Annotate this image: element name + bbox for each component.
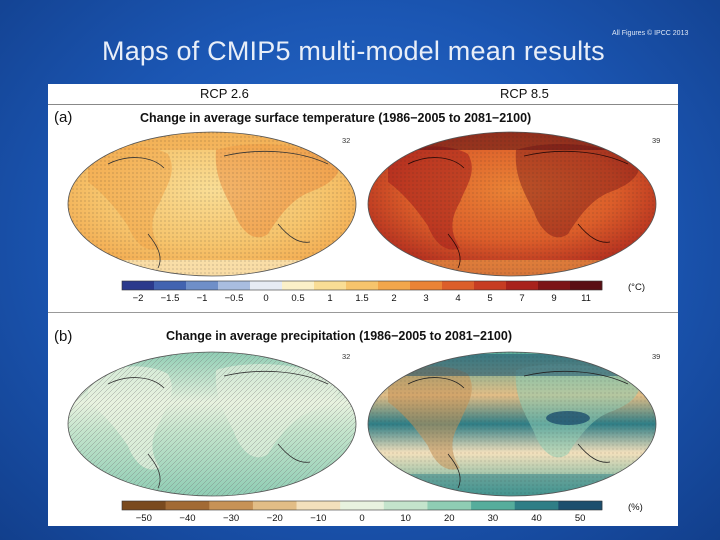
- precipitation-colorbar-tick: 0: [359, 513, 365, 524]
- temperature-colorbar-swatch: [570, 281, 603, 290]
- map-b-rcp26: [68, 352, 356, 496]
- precipitation-colorbar-tick: −20: [266, 513, 283, 524]
- temperature-colorbar-swatch: [442, 281, 475, 290]
- map-a-rcp85: [368, 132, 656, 276]
- temperature-colorbar-swatch: [250, 281, 283, 290]
- precipitation-colorbar-tick: 20: [443, 513, 455, 524]
- panel-b-letter: (b): [54, 328, 73, 345]
- temperature-colorbar-swatch: [346, 281, 379, 290]
- precipitation-colorbar-border: [121, 500, 603, 511]
- colorbar-temperature: [121, 280, 603, 291]
- colorbar-precipitation: [121, 500, 603, 511]
- precipitation-colorbar-swatch: [383, 501, 428, 510]
- map-b-rcp85: [368, 352, 656, 496]
- map-canvas: [67, 131, 657, 511]
- temperature-colorbar-swatch: [538, 281, 571, 290]
- slide-title: Maps of CMIP5 multi-model mean results: [102, 36, 605, 66]
- temperature-colorbar-tick: 0.5: [291, 293, 305, 304]
- precipitation-colorbar-swatch: [558, 501, 603, 510]
- copyright-credit: All Figures © IPCC 2013: [612, 30, 689, 37]
- scenario-header: RCP 2.6 RCP 8.5: [48, 84, 678, 105]
- panel-b-unit: (%): [628, 502, 643, 513]
- panel-a-title: Change in average surface temperature (1…: [140, 111, 532, 125]
- panel-b-model-count-rcp85: 39: [652, 352, 661, 361]
- panel-divider: [48, 312, 678, 313]
- temperature-colorbar-tick: 9: [551, 293, 557, 304]
- temperature-colorbar-swatch: [154, 281, 187, 290]
- temperature-colorbar-tick: 3: [423, 293, 429, 304]
- panel-a-unit: (°C): [628, 282, 645, 293]
- temperature-colorbar-swatch: [186, 281, 219, 290]
- temperature-colorbar-swatch: [378, 281, 411, 290]
- scenario-rcp85: RCP 8.5: [500, 86, 549, 101]
- precipitation-colorbar-swatch: [165, 501, 210, 510]
- precipitation-colorbar-tick: −40: [179, 513, 196, 524]
- temperature-colorbar-tick: 11: [581, 293, 591, 304]
- precipitation-colorbar-swatch: [122, 501, 166, 510]
- precipitation-colorbar-tick: 40: [531, 513, 542, 524]
- temperature-colorbar-tick: 1.5: [355, 293, 369, 304]
- precipitation-colorbar-swatch: [427, 501, 472, 510]
- temperature-colorbar-tick: 4: [455, 293, 461, 304]
- temperature-colorbar-tick: 2: [391, 293, 397, 304]
- scenario-rcp26: RCP 2.6: [200, 86, 249, 101]
- precipitation-colorbar-tick: −10: [310, 513, 327, 524]
- panel-b-model-count-rcp26: 32: [342, 352, 351, 361]
- precipitation-colorbar-tick: −30: [223, 513, 240, 524]
- precipitation-colorbar-swatch: [209, 501, 254, 510]
- precipitation-colorbar-swatch: [514, 501, 559, 510]
- temperature-colorbar-tick: 1: [327, 293, 333, 304]
- precipitation-colorbar-swatch: [296, 501, 341, 510]
- temperature-colorbar-tick: −2: [132, 293, 144, 304]
- ipcc-figure: RCP 2.6 RCP 8.5 (a) Change in average su…: [48, 84, 678, 526]
- precipitation-colorbar-tick: 10: [400, 513, 411, 524]
- panel-a-model-count-rcp26: 32: [342, 136, 351, 145]
- map-a-rcp26: [68, 132, 356, 276]
- temperature-colorbar-tick: 0: [263, 293, 269, 304]
- temperature-colorbar-swatch: [218, 281, 251, 290]
- temperature-colorbar-swatch: [314, 281, 347, 290]
- temperature-colorbar-tick: −1: [196, 293, 208, 304]
- temperature-colorbar-swatch: [506, 281, 539, 290]
- temperature-colorbar-tick: −0.5: [224, 293, 244, 304]
- temperature-colorbar-swatch: [282, 281, 315, 290]
- panel-b-title: Change in average precipitation (1986−20…: [166, 329, 513, 343]
- precipitation-colorbar-tick: −50: [135, 513, 152, 524]
- panel-a-model-count-rcp85: 39: [652, 136, 661, 145]
- temperature-colorbar-swatch: [410, 281, 443, 290]
- temperature-colorbar-border: [121, 280, 603, 291]
- precipitation-colorbar-tick: 50: [574, 513, 586, 524]
- temperature-colorbar-tick: 7: [519, 293, 525, 304]
- precipitation-colorbar-swatch: [471, 501, 516, 510]
- precipitation-colorbar-tick: 30: [487, 513, 499, 524]
- temperature-colorbar-tick: −1.5: [160, 293, 180, 304]
- panel-a-letter: (a): [54, 109, 73, 126]
- precipitation-colorbar-swatch: [252, 501, 297, 510]
- temperature-colorbar-tick: 5: [487, 293, 493, 304]
- precipitation-colorbar-swatch: [340, 501, 385, 510]
- temperature-colorbar-swatch: [474, 281, 507, 290]
- temperature-colorbar-swatch: [122, 281, 155, 290]
